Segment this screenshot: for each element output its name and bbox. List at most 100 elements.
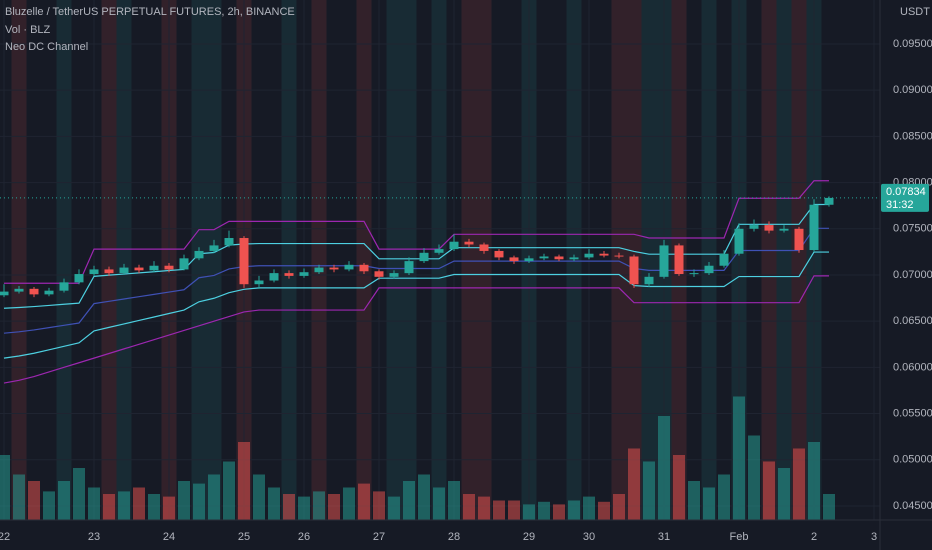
candle-body <box>584 253 594 258</box>
y-tick-label: 0.06000 <box>893 361 932 373</box>
signal-stripe <box>476 0 492 520</box>
signal-stripe <box>461 0 477 520</box>
candle-body <box>44 290 54 295</box>
candle-body <box>509 257 519 262</box>
y-tick-label: 0.07500 <box>893 223 932 235</box>
signal-stripe <box>776 0 792 520</box>
volume-bar <box>148 494 160 520</box>
candle-body <box>719 253 729 266</box>
signal-stripe <box>101 0 117 520</box>
signal-stripe <box>431 0 447 520</box>
candle-body <box>374 271 384 277</box>
signal-stripe <box>641 0 657 520</box>
chart-title: Bluzelle / TetherUS PERPETUAL FUTURES, 2… <box>5 6 295 18</box>
y-tick-label: 0.09000 <box>893 84 932 96</box>
volume-bar <box>433 487 445 520</box>
volume-bar <box>283 494 295 520</box>
candle-body <box>404 261 414 274</box>
signal-stripe <box>11 0 27 520</box>
volume-bar <box>133 487 145 520</box>
candle-body <box>674 245 684 275</box>
volume-bar <box>733 396 745 520</box>
volume-bar <box>493 500 505 520</box>
candle-body <box>734 228 744 254</box>
volume-bar <box>598 501 610 520</box>
candle-body <box>119 267 129 274</box>
x-tick-label: 3 <box>871 531 877 543</box>
candle-body <box>809 204 819 251</box>
channel-line <box>3 203 829 309</box>
x-tick-label: 25 <box>238 531 250 543</box>
volume-bar <box>688 481 700 520</box>
candle-body <box>824 197 834 205</box>
candle-body <box>194 250 204 259</box>
signal-stripe <box>611 0 627 520</box>
volume-bar <box>253 474 265 520</box>
volume-bar <box>793 448 805 520</box>
signal-stripe <box>116 0 132 520</box>
candle-body <box>314 267 324 273</box>
volume-bar <box>373 491 385 520</box>
y-tick-label: 0.04500 <box>893 500 932 512</box>
volume-bar <box>478 496 490 520</box>
volume-bar <box>223 461 235 520</box>
volume-bar <box>613 494 625 520</box>
volume-bar <box>658 416 670 520</box>
candle-body <box>419 252 429 262</box>
channel-line <box>3 227 829 334</box>
candle-body <box>449 241 459 250</box>
volume-bar <box>238 442 250 520</box>
volume-bar <box>778 468 790 520</box>
y-tick-label: 0.05000 <box>893 454 932 466</box>
candle-body <box>539 256 549 259</box>
volume-bar <box>628 448 640 520</box>
volume-bar <box>73 468 85 520</box>
volume-bar <box>178 481 190 520</box>
y-tick-label: 0.06500 <box>893 315 932 327</box>
volume-bar <box>763 461 775 520</box>
y-tick-label: 0.07000 <box>893 269 932 281</box>
volume-bar <box>568 500 580 520</box>
volume-bar <box>643 461 655 520</box>
candle-body <box>29 288 39 295</box>
candle-body <box>344 264 354 270</box>
x-tick-label: 31 <box>658 531 670 543</box>
signal-stripe <box>356 0 372 520</box>
candle-body <box>764 225 774 231</box>
candle-body <box>494 250 504 258</box>
volume-bar <box>358 483 370 520</box>
volume-bar <box>448 481 460 520</box>
candle-body <box>284 273 294 276</box>
candle-body <box>59 282 69 291</box>
signal-stripe <box>206 0 222 520</box>
indicator-label: Neo DC Channel <box>5 41 88 53</box>
volume-bar <box>313 491 325 520</box>
volume-bar <box>823 494 835 520</box>
candle-body <box>779 228 789 231</box>
candle-body <box>359 264 369 272</box>
volume-bar <box>703 487 715 520</box>
volume-bar <box>553 504 565 520</box>
y-tick-label: 0.08500 <box>893 130 932 142</box>
signal-stripe <box>386 0 402 520</box>
volume-bar <box>523 504 535 520</box>
x-tick-label: 23 <box>88 531 100 543</box>
volume-bar <box>88 487 100 520</box>
signal-stripe <box>281 0 297 520</box>
candle-body <box>389 273 399 277</box>
signal-stripe <box>56 0 72 520</box>
candle-body <box>524 258 534 262</box>
candle-body <box>629 256 639 285</box>
candle-body <box>749 225 759 229</box>
x-tick-label: 22 <box>0 531 10 543</box>
volume-bar <box>0 455 10 520</box>
volume-bar <box>268 487 280 520</box>
last-price-label: 0.07834 <box>886 186 926 198</box>
volume-bar <box>118 491 130 520</box>
candle-body <box>254 280 264 285</box>
volume-bar <box>808 442 820 520</box>
channel-line <box>3 275 829 384</box>
volume-bar <box>718 474 730 520</box>
volume-bar <box>193 483 205 520</box>
